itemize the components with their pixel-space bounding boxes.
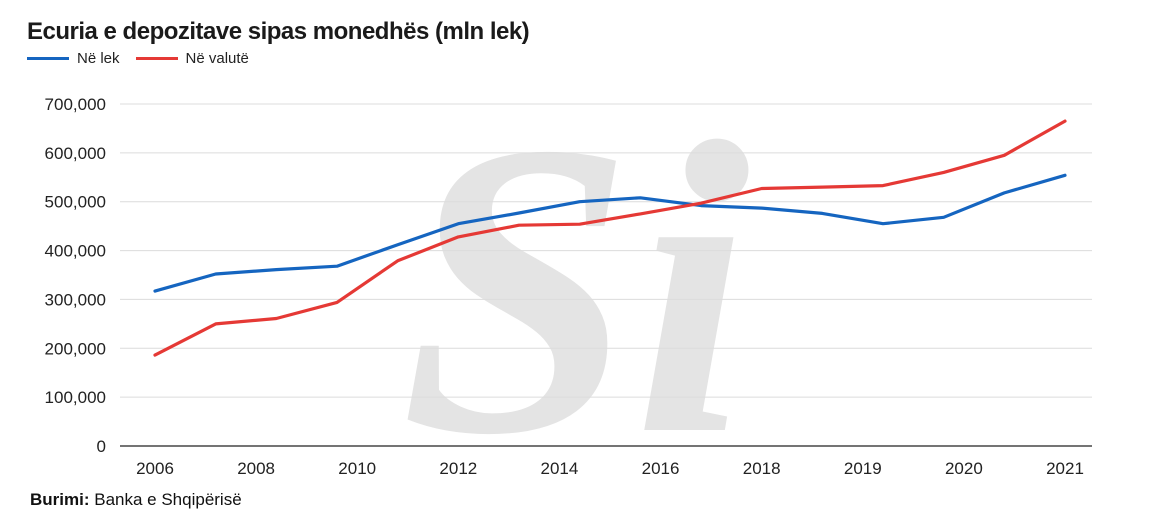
source-label: Burimi:	[30, 490, 90, 509]
legend-label-ne-lek: Në lek	[77, 50, 120, 67]
x-tick-label: 2020	[945, 459, 983, 478]
source-note: Burimi: Banka e Shqipërisë	[30, 490, 242, 510]
series-lines	[153, 119, 1067, 357]
x-tick-label: 2012	[439, 459, 477, 478]
chart-title: Ecuria e depozitave sipas monedhës (mln …	[27, 18, 530, 45]
x-tick-label: 2010	[338, 459, 376, 478]
y-tick-label: 0	[97, 437, 106, 456]
legend-swatch-ne-lek	[27, 57, 69, 60]
grid-lines	[120, 103, 1092, 447]
y-tick-label: 600,000	[45, 144, 106, 163]
x-tick-label: 2006	[136, 459, 174, 478]
y-tick-label: 500,000	[45, 193, 106, 212]
x-tick-label: 2014	[541, 459, 579, 478]
chart-legend: Në lek Në valutë	[27, 50, 265, 67]
legend-label-ne-valute: Në valutë	[185, 50, 249, 67]
watermark-logo: Si	[400, 56, 752, 521]
y-axis-ticks: 0 100,000 200,000 300,000 400,000 500,000 600,…	[45, 95, 106, 456]
legend-item-ne-valute: Në valutë	[135, 50, 249, 67]
source-text: Banka e Shqipërisë	[94, 490, 242, 509]
x-tick-label: 2021	[1046, 459, 1084, 478]
x-axis-ticks: 2006 2008 2010 2012 2014 2016 2018 2019 2020 2021	[136, 459, 1084, 478]
legend-item-ne-lek: Në lek	[27, 50, 120, 67]
legend-swatch-ne-valute	[135, 57, 178, 60]
x-tick-label: 2008	[237, 459, 275, 478]
y-tick-label: 200,000	[45, 339, 106, 358]
y-tick-label: 300,000	[45, 290, 106, 309]
watermark-text: Si	[400, 56, 752, 521]
x-tick-label: 2016	[642, 459, 680, 478]
x-tick-label: 2018	[743, 459, 781, 478]
series-line-ne-lek	[153, 173, 1067, 293]
y-tick-label: 700,000	[45, 95, 106, 114]
series-line-ne-valute	[153, 119, 1067, 357]
y-tick-label: 100,000	[45, 388, 106, 407]
x-tick-label: 2019	[844, 459, 882, 478]
y-tick-label: 400,000	[45, 242, 106, 261]
